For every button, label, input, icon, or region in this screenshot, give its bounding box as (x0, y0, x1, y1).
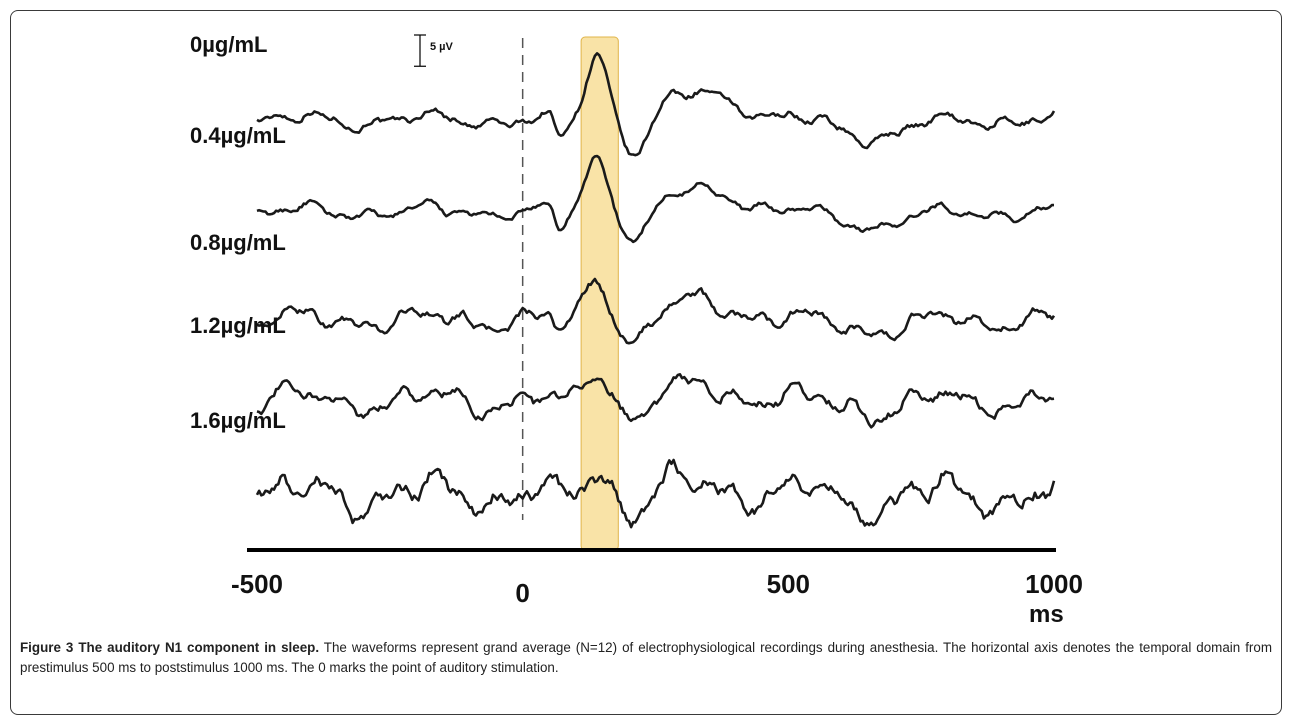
x-tick-labels: -500 0 500 1000 (231, 569, 1083, 608)
x-tick-label-2: 500 (767, 569, 810, 599)
x-axis-unit-label: ms (1029, 601, 1064, 628)
caption-title: Figure 3 The auditory N1 component in sl… (20, 640, 320, 655)
x-tick-label-1: 0 (515, 578, 529, 608)
condition-label-4: 1.6µg/mL (190, 408, 286, 433)
x-tick-label-0: -500 (231, 569, 283, 599)
figure-frame (10, 10, 1282, 715)
scale-bar-label: 5 µV (430, 41, 454, 53)
figure-caption: Figure 3 The auditory N1 component in sl… (20, 638, 1272, 678)
waveform-2 (256, 277, 1056, 345)
waveform-3 (256, 373, 1055, 429)
x-tick-label-3: 1000 (1025, 569, 1083, 599)
scale-bar: 5 µV (414, 34, 454, 67)
waveform-0 (256, 52, 1056, 157)
condition-label-3: 1.2µg/mL (190, 313, 286, 338)
waveform-1 (256, 154, 1054, 244)
condition-label-0: 0µg/mL (190, 32, 267, 57)
erp-chart: 0µg/mL 0.4µg/mL 0.8µg/mL 1.2µg/mL 1.6µg/mL 5… (190, 32, 1083, 628)
condition-label-2: 0.8µg/mL (190, 230, 286, 255)
n1-highlight-window (580, 36, 619, 551)
condition-labels: 0µg/mL 0.4µg/mL 0.8µg/mL 1.2µg/mL 1.6µg/mL (190, 32, 286, 433)
waveform-traces (255, 52, 1056, 529)
waveform-4 (255, 458, 1056, 529)
caption-text: The waveforms represent grand average (N… (20, 640, 1272, 675)
condition-label-1: 0.4µg/mL (190, 123, 286, 148)
